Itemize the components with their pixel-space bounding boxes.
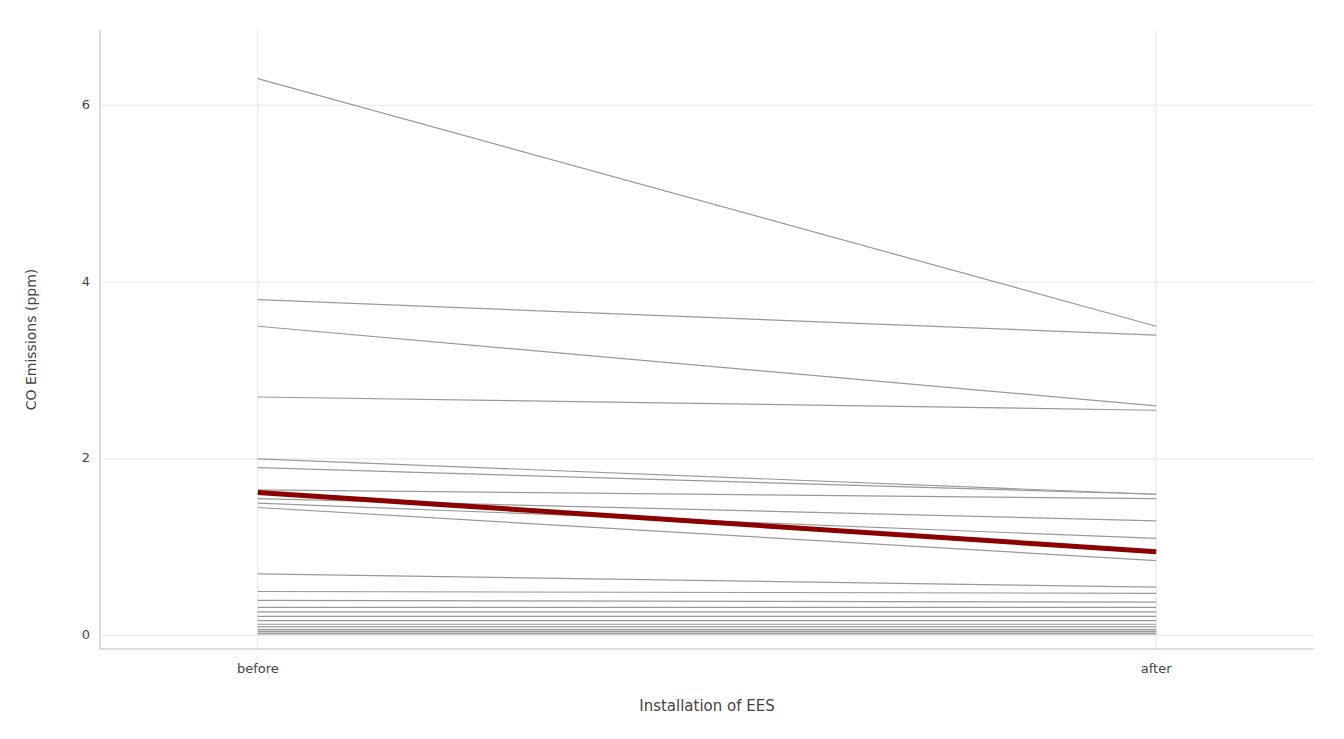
y-axis-line bbox=[100, 30, 101, 649]
vehicle-line bbox=[258, 611, 1156, 612]
vehicle-line bbox=[258, 616, 1156, 617]
y-grid-line bbox=[100, 282, 1314, 283]
vehicle-line bbox=[258, 633, 1156, 634]
y-grid-line bbox=[100, 458, 1314, 459]
vehicle-line bbox=[258, 600, 1156, 602]
vehicle-line bbox=[258, 459, 1156, 494]
vehicle-line bbox=[258, 574, 1156, 587]
vehicle-line bbox=[258, 632, 1156, 633]
average-line bbox=[258, 492, 1156, 551]
y-tick-label: 2 bbox=[82, 450, 90, 465]
x-axis-title: Installation of EES bbox=[639, 697, 775, 715]
y-tick-label: 6 bbox=[82, 97, 90, 112]
vehicle-line bbox=[258, 326, 1156, 406]
lines bbox=[258, 79, 1156, 634]
chart: 0 2 4 6 before after Installation of EES CO Emi… bbox=[0, 0, 1344, 739]
grid bbox=[100, 30, 1314, 649]
y-grid-line bbox=[100, 105, 1314, 106]
vehicle-line bbox=[258, 631, 1156, 632]
x-tick-label: before bbox=[237, 661, 279, 676]
vehicle-line bbox=[258, 508, 1156, 561]
x-grid-line bbox=[257, 30, 258, 649]
y-tick-label: 4 bbox=[82, 274, 90, 289]
vehicle-line bbox=[258, 629, 1156, 630]
x-grid-line bbox=[1156, 30, 1157, 649]
vehicle-line bbox=[258, 490, 1156, 499]
y-axis-title: CO Emissions (ppm) bbox=[23, 269, 39, 411]
y-tick-label: 0 bbox=[82, 627, 90, 642]
vehicle-line bbox=[258, 468, 1156, 495]
vehicle-line bbox=[258, 397, 1156, 410]
vehicle-line bbox=[258, 79, 1156, 327]
y-grid-line bbox=[100, 635, 1314, 636]
vehicle-line bbox=[258, 620, 1156, 621]
vehicle-line bbox=[258, 592, 1156, 594]
vehicle-line bbox=[258, 300, 1156, 335]
vehicle-line bbox=[258, 626, 1156, 627]
vehicle-line bbox=[258, 607, 1156, 608]
vehicle-line bbox=[258, 624, 1156, 625]
x-tick-label: after bbox=[1141, 661, 1172, 676]
x-axis-line bbox=[100, 649, 1314, 650]
